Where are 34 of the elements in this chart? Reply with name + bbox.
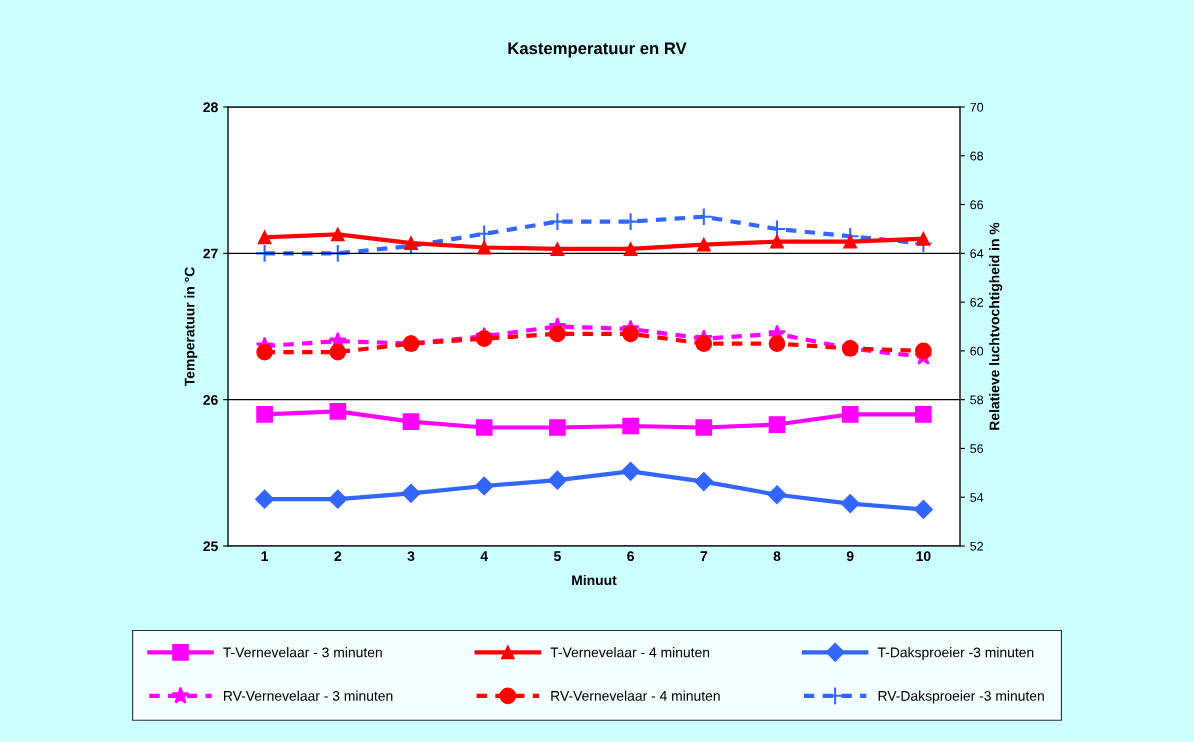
- y-tick-label: 27: [203, 248, 218, 259]
- x-tick-label: 2: [334, 551, 342, 561]
- legend-label: T-Daksproeier -3 minuten: [877, 647, 1034, 661]
- x-tick-label: 5: [553, 551, 561, 562]
- x-tick-label: 8: [773, 551, 781, 562]
- y2-axis-title: Relatieve luchtvochtigheid in %: [989, 222, 1003, 430]
- legend-label: T-Vernevelaar - 3 minuten: [223, 647, 382, 658]
- y2-tick-label: 66: [970, 200, 984, 210]
- y-axis-title: Temperatuur in °C: [184, 267, 198, 387]
- y-tick-label: 25: [203, 541, 218, 552]
- y2-tick-label: 52: [970, 541, 983, 551]
- chart-title: Kastemperatuur en RV: [508, 42, 687, 58]
- y2-tick-label: 54: [970, 493, 984, 502]
- y-tick-label: 26: [203, 395, 218, 405]
- y2-tick-label: 62: [970, 297, 983, 307]
- x-tick-label: 3: [407, 551, 415, 562]
- x-tick-label: 1: [261, 551, 269, 561]
- legend-label: T-Vernevelaar - 4 minuten: [550, 647, 710, 658]
- y2-tick-label: 58: [970, 395, 984, 405]
- legend-label: RV-Vernevelaar - 3 minuten: [224, 690, 393, 701]
- legend-label: RV-Daksproeier -3 minuten: [878, 690, 1044, 704]
- y2-tick-label: 60: [970, 346, 984, 356]
- y2-tick-label: 68: [970, 151, 984, 161]
- x-tick-label: 10: [916, 551, 931, 562]
- y2-tick-label: 56: [970, 444, 984, 454]
- y2-tick-label: 70: [970, 102, 984, 112]
- y-tick-label: 28: [203, 102, 218, 113]
- x-tick-label: 4: [480, 551, 488, 561]
- x-axis-title: Minuut: [572, 574, 617, 586]
- x-tick-label: 7: [700, 551, 708, 561]
- y2-tick-label: 64: [970, 249, 984, 258]
- x-tick-label: 9: [846, 551, 854, 562]
- legend-label: RV-Vernevelaar - 4 minuten: [551, 690, 720, 701]
- x-tick-label: 6: [627, 551, 634, 562]
